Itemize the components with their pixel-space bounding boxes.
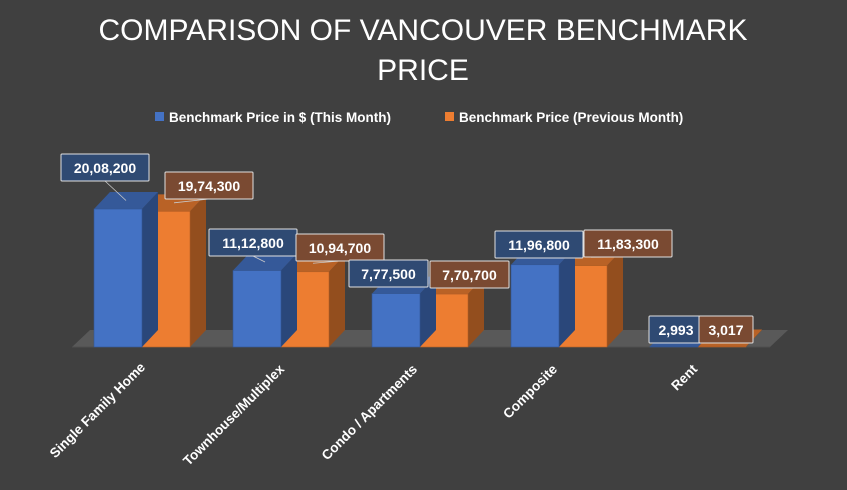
data-label-box (583, 229, 673, 258)
legend-swatch-1 (155, 112, 164, 121)
chart-title: COMPARISON OF VANCOUVER BENCHMARK PRICE (99, 14, 748, 87)
bar-front-face (649, 346, 699, 348)
data-label-text: 19,74,300 (178, 178, 240, 194)
bar-side-face (607, 248, 623, 347)
x-tick-label-4: Composite (500, 361, 560, 421)
bar-front-face (93, 208, 143, 348)
bar-side-face (329, 254, 345, 347)
data-label-text: 3,017 (708, 322, 743, 338)
chart-legend: Benchmark Price in $ (This Month) Benchma… (155, 110, 683, 125)
data-label-2-1: 19,74,300 (164, 171, 254, 204)
x-tick-label-2: Townhouse/Multiplex (180, 361, 287, 468)
data-label-text: 10,94,700 (309, 240, 371, 256)
data-label-box (348, 259, 429, 288)
bar-side-face (190, 194, 206, 347)
data-label-2-3: 7,70,700 (429, 260, 510, 289)
data-label-leader (104, 180, 127, 201)
data-label-text: 20,08,200 (74, 160, 136, 176)
data-label-2-5: 3,017 (698, 315, 754, 344)
bar-front-face (510, 264, 560, 348)
x-tick-label-3: Condo / Apartments (319, 362, 420, 463)
bar-1-1 (93, 192, 158, 348)
legend-label-1: Benchmark Price in $ (This Month) (169, 110, 391, 125)
bar-front-face (232, 270, 282, 348)
data-label-leader (173, 198, 210, 204)
bar-1-4 (510, 247, 575, 348)
data-label-1-3: 7,77,500 (348, 259, 429, 288)
bar-side-face (420, 276, 436, 347)
data-label-1-1: 20,08,200 (60, 153, 150, 201)
data-label-box (698, 315, 754, 344)
x-tick-label-5: Rent (668, 361, 700, 393)
data-label-box (494, 230, 584, 259)
data-label-1-2: 11,12,800 (208, 228, 298, 263)
legend-swatch-2 (445, 112, 454, 121)
bar-side-face (559, 247, 575, 347)
data-label-box (60, 153, 150, 182)
data-label-text: 11,83,300 (597, 236, 659, 252)
data-label-text: 2,993 (658, 322, 693, 338)
chart-title-line-2: PRICE (377, 54, 469, 87)
x-tick-label-1: Single Family Home (47, 359, 149, 461)
x-axis-tick-labels: Single Family Home Townhouse/Multiplex Con… (47, 359, 701, 468)
data-label-box (295, 233, 385, 262)
bar-front-face (371, 293, 421, 348)
bar-1-2 (232, 253, 297, 348)
data-label-1-4: 11,96,800 (494, 230, 584, 259)
bar-side-face (142, 192, 158, 347)
data-label-leader (252, 255, 266, 263)
bar-1-3 (371, 276, 436, 348)
data-label-text: 11,96,800 (508, 237, 570, 253)
data-label-2-4: 11,83,300 (583, 229, 673, 258)
data-label-box (429, 260, 510, 289)
data-label-2-2: 10,94,700 (295, 233, 385, 264)
data-label-1-5: 2,993 (648, 315, 704, 344)
bar-front-face (697, 346, 747, 348)
data-label-text: 7,77,500 (361, 266, 416, 282)
bar-side-face (468, 277, 484, 347)
data-labels-group: 20,08,200 19,74,300 11,12,800 10,94,700 7,77… (60, 153, 754, 344)
data-label-text: 11,12,800 (222, 235, 284, 251)
data-label-text: 7,70,700 (442, 267, 497, 283)
chart-title-line-1: COMPARISON OF VANCOUVER BENCHMARK (99, 14, 748, 47)
legend-label-2: Benchmark Price (Previous Month) (459, 110, 683, 125)
bar-side-face (281, 253, 297, 347)
data-label-box (164, 171, 254, 200)
